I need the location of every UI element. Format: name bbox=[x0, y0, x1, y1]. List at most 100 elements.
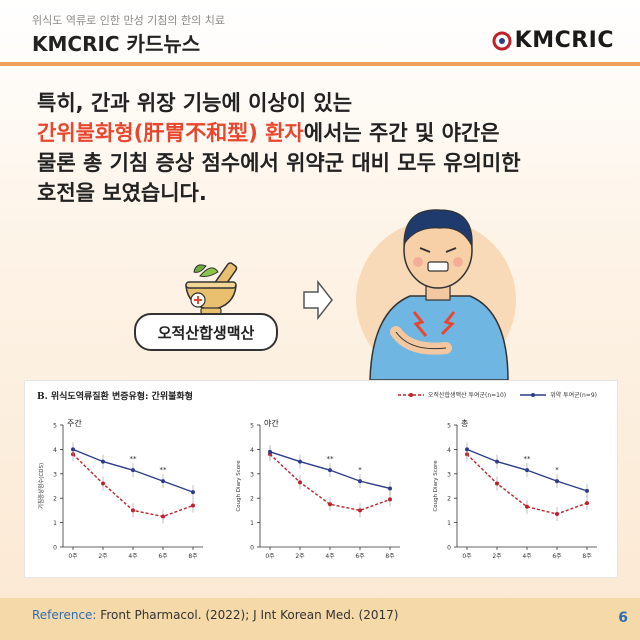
logo-mark-icon bbox=[492, 31, 512, 50]
y-axis-label: 기침증상점수(CDS) bbox=[37, 463, 45, 509]
significance-mark: ** bbox=[327, 455, 335, 463]
panel-title: 주간 bbox=[67, 418, 82, 428]
chart-panel-1: 주간 0 1 2 3 4 5 기침증상점수(CDS) 0주 2주 4주 6주 8주 ** ** bbox=[37, 418, 203, 560]
y-tick-label: 2 bbox=[250, 496, 254, 503]
header-title: KMCRIC 카드뉴스 bbox=[32, 32, 201, 56]
headline-line-2: 간위불화형(肝胃不和型) 환자에서는 주간 및 야간은 bbox=[37, 118, 617, 148]
data-point-placebo bbox=[191, 490, 195, 495]
x-tick-label: 0주 bbox=[265, 553, 275, 560]
illustration bbox=[185, 209, 516, 380]
y-tick-label: 1 bbox=[250, 520, 254, 527]
logo-text: KMCRIC bbox=[514, 28, 614, 53]
x-tick-label: 8주 bbox=[582, 553, 592, 560]
data-point-treatment bbox=[101, 481, 105, 486]
headline-highlight: 간위불화형(肝胃不和型) 환자 bbox=[37, 121, 304, 145]
y-tick-label: 1 bbox=[447, 520, 451, 527]
y-tick-label: 4 bbox=[447, 447, 451, 454]
x-tick-label: 2주 bbox=[295, 553, 305, 560]
data-point-treatment bbox=[161, 514, 165, 519]
data-point-placebo bbox=[495, 459, 499, 464]
data-point-treatment bbox=[328, 502, 332, 507]
x-tick-label: 2주 bbox=[492, 553, 502, 560]
y-axis-label: Cough Diary Score bbox=[433, 460, 439, 512]
y-tick-label: 0 bbox=[250, 545, 254, 552]
data-point-placebo bbox=[298, 459, 302, 464]
data-point-placebo bbox=[465, 447, 469, 452]
data-point-treatment bbox=[131, 508, 135, 513]
data-point-placebo bbox=[268, 449, 272, 454]
headline: 특히, 간과 위장 기능에 이상이 있는 간위불화형(肝胃不和型) 환자에서는 … bbox=[37, 88, 617, 208]
legend-label-placebo: 위약 투여군(n=9) bbox=[550, 392, 597, 399]
x-tick-label: 8주 bbox=[385, 553, 395, 560]
data-point-placebo bbox=[555, 479, 559, 484]
reference: Reference: Front Pharmacol. (2022); J In… bbox=[32, 608, 398, 622]
panel-title: 야간 bbox=[264, 418, 279, 428]
y-axis-label: Cough Diary Score bbox=[236, 460, 242, 512]
medicine-label: 오적산합생맥산 bbox=[134, 313, 278, 351]
x-tick-label: 8주 bbox=[188, 553, 198, 560]
data-point-treatment bbox=[585, 501, 589, 506]
legend-item-treatment: 오적산합생맥산 투여군(n=10) bbox=[397, 390, 507, 399]
header-divider bbox=[0, 62, 640, 66]
legend-swatch-treatment bbox=[397, 392, 424, 397]
data-point-treatment bbox=[525, 504, 529, 509]
significance-mark: * bbox=[358, 466, 362, 474]
data-point-placebo bbox=[101, 459, 105, 464]
x-tick-label: 0주 bbox=[68, 553, 78, 560]
significance-mark: * bbox=[555, 466, 559, 474]
chart-title: B. 위식도역류질환 변증유형: 간위불화형 bbox=[37, 392, 193, 402]
y-tick-label: 3 bbox=[447, 471, 451, 478]
data-point-placebo bbox=[131, 468, 135, 473]
footer bbox=[0, 598, 640, 640]
y-tick-label: 1 bbox=[53, 520, 57, 527]
page-number: 6 bbox=[618, 610, 628, 626]
mortar-pestle-icon bbox=[185, 262, 238, 315]
x-tick-label: 6주 bbox=[355, 553, 365, 560]
series-line-treatment bbox=[269, 453, 391, 512]
x-tick-label: 4주 bbox=[522, 553, 532, 560]
y-tick-label: 2 bbox=[53, 496, 57, 503]
y-tick-label: 3 bbox=[250, 471, 254, 478]
headline-line-3: 물론 총 기침 증상 점수에서 위약군 대비 모두 유의미한 bbox=[37, 151, 521, 175]
data-point-treatment bbox=[191, 503, 195, 508]
x-tick-label: 0주 bbox=[462, 553, 472, 560]
data-point-placebo bbox=[388, 486, 392, 491]
kmcric-logo: KMCRIC bbox=[492, 28, 614, 53]
data-point-placebo bbox=[525, 468, 529, 473]
data-point-placebo bbox=[328, 468, 332, 473]
headline-line-1: 특히, 간과 위장 기능에 이상이 있는 bbox=[37, 91, 353, 115]
legend-item-placebo: 위약 투여군(n=9) bbox=[520, 390, 597, 399]
headline-line-2-rest: 에서는 주간 및 야간은 bbox=[303, 121, 500, 145]
data-point-placebo bbox=[71, 447, 75, 452]
legend-label-treatment: 오적산합생맥산 투여군(n=10) bbox=[427, 392, 507, 399]
x-tick-label: 6주 bbox=[158, 553, 168, 560]
data-point-treatment bbox=[358, 508, 362, 513]
header: 위식도 역류로 인한 만성 기침의 한의 치료 KMCRIC 카드뉴스 KMCR… bbox=[0, 0, 640, 62]
y-tick-label: 0 bbox=[447, 545, 451, 552]
y-tick-label: 5 bbox=[53, 423, 57, 430]
data-point-treatment bbox=[388, 497, 392, 502]
chart-panel: B. 위식도역류질환 변증유형: 간위불화형 오적산합생맥산 투여군(n=10)… bbox=[24, 380, 618, 578]
legend-swatch-placebo bbox=[520, 392, 547, 397]
x-tick-label: 2주 bbox=[98, 553, 108, 560]
y-tick-label: 4 bbox=[53, 447, 57, 454]
data-point-placebo bbox=[358, 479, 362, 484]
reference-text: Front Pharmacol. (2022); J Int Korean Me… bbox=[96, 608, 399, 622]
data-point-placebo bbox=[161, 479, 165, 484]
y-tick-label: 3 bbox=[53, 471, 57, 478]
data-point-treatment bbox=[298, 480, 302, 485]
arrow-right-icon bbox=[303, 279, 333, 321]
chart-legend: 오적산합생맥산 투여군(n=10) 위약 투여군(n=9) bbox=[397, 390, 597, 399]
y-tick-label: 5 bbox=[250, 423, 254, 430]
series-line-treatment bbox=[466, 453, 588, 515]
patient-illustration bbox=[356, 209, 516, 380]
data-point-treatment bbox=[555, 512, 559, 517]
y-tick-label: 2 bbox=[447, 496, 451, 503]
x-tick-label: 4주 bbox=[128, 553, 138, 560]
panel-title: 총 bbox=[461, 419, 468, 428]
data-point-placebo bbox=[585, 488, 589, 493]
y-tick-label: 0 bbox=[53, 545, 57, 552]
data-point-treatment bbox=[495, 481, 499, 486]
